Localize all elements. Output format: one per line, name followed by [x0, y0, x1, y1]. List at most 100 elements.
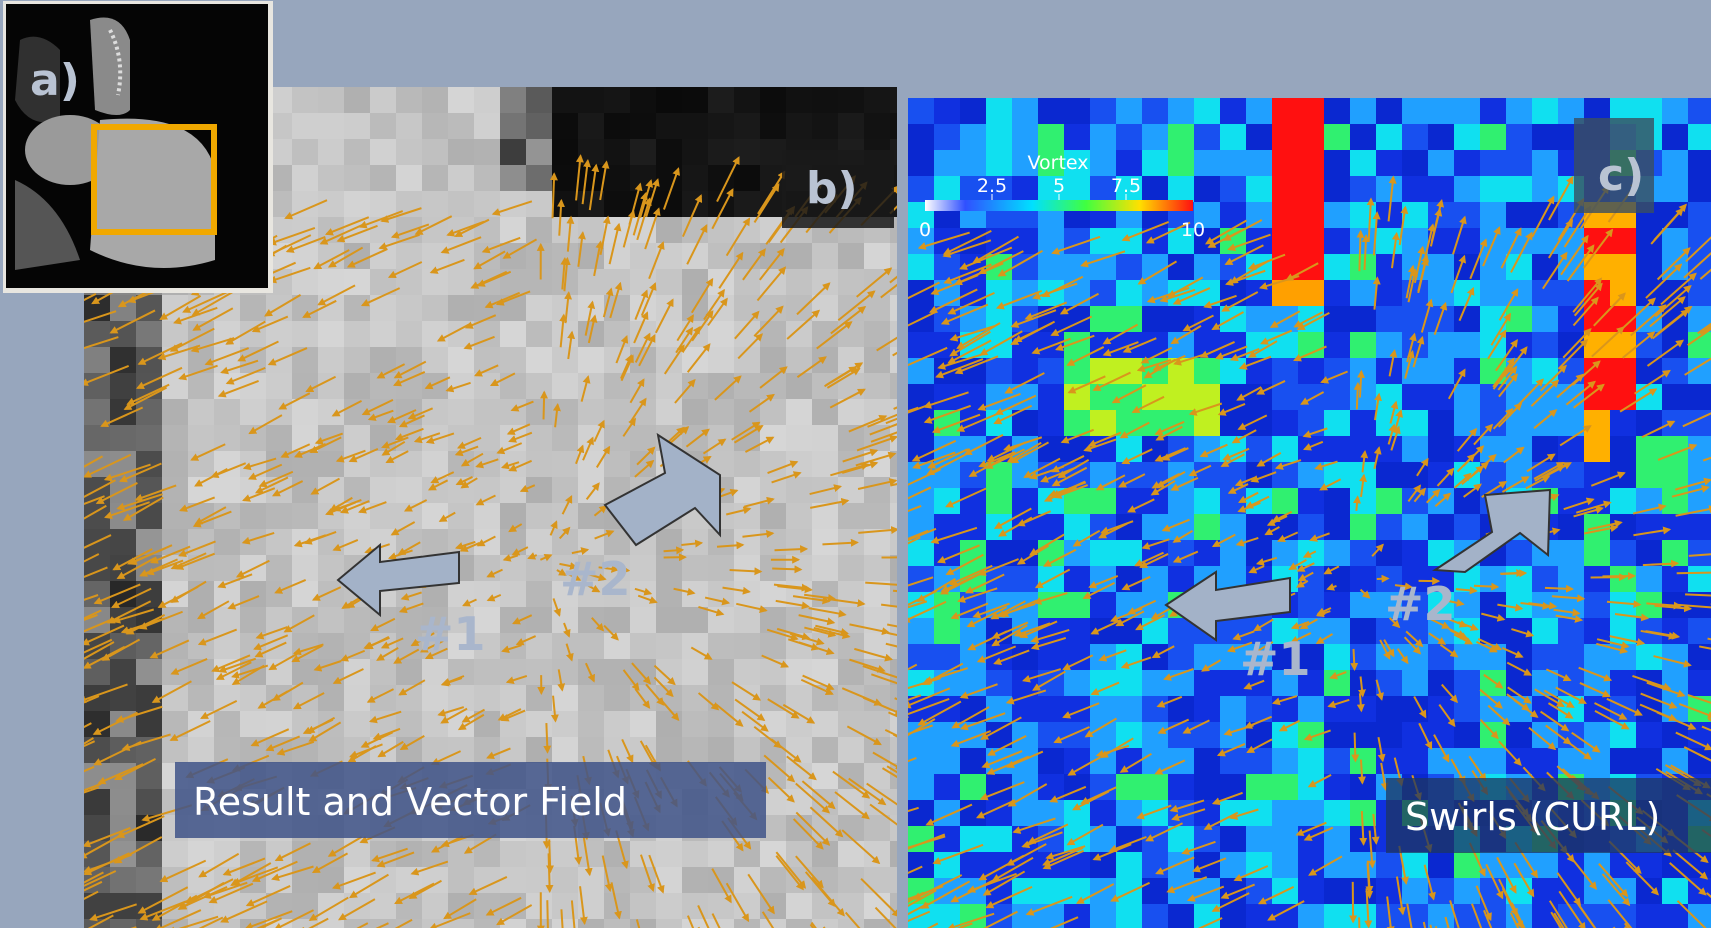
- pixel: [1064, 774, 1091, 801]
- pixel: [552, 425, 579, 452]
- pixel: [1428, 280, 1455, 307]
- pixel: [812, 841, 839, 868]
- pixel: [1454, 98, 1481, 125]
- pixel: [396, 477, 423, 504]
- pixel: [422, 295, 449, 322]
- pixel: [422, 685, 449, 712]
- pixel: [448, 425, 475, 452]
- pixel: [1298, 358, 1325, 385]
- pixel: [448, 399, 475, 426]
- pixel: [838, 269, 865, 296]
- pixel: [344, 425, 371, 452]
- pixel: [188, 425, 215, 452]
- pixel: [578, 841, 605, 868]
- pixel: [370, 893, 397, 920]
- pixel: [344, 321, 371, 348]
- pixel: [1116, 280, 1143, 307]
- pixel: [682, 373, 709, 400]
- pixel: [1298, 280, 1325, 307]
- pixel: [1376, 696, 1403, 723]
- pixel: [1454, 852, 1481, 879]
- pixel: [552, 841, 579, 868]
- pixel: [1506, 722, 1533, 749]
- pixel: [162, 477, 189, 504]
- pixel: [552, 165, 579, 192]
- region-label: #1: [1240, 632, 1311, 686]
- pixel: [1038, 696, 1065, 723]
- pixel: [1350, 670, 1377, 697]
- pixel: [1246, 514, 1273, 541]
- pixel: [422, 529, 449, 556]
- pixel: [1506, 462, 1533, 489]
- vector-arrow: [775, 549, 807, 550]
- pixel: [266, 685, 293, 712]
- pixel: [422, 503, 449, 530]
- vector-arrow: [772, 568, 801, 569]
- pixel: [1558, 358, 1585, 385]
- pixel: [960, 800, 987, 827]
- pixel: [1012, 904, 1039, 928]
- colorbar-end-label: 0: [919, 219, 931, 241]
- pixel: [370, 867, 397, 894]
- pixel: [292, 165, 319, 192]
- pixel: [500, 841, 527, 868]
- pixel: [1558, 228, 1585, 255]
- pixel: [786, 607, 813, 634]
- pixel: [656, 529, 683, 556]
- pixel: [1168, 306, 1195, 333]
- pixel: [344, 711, 371, 738]
- pixel: [188, 685, 215, 712]
- pixel: [908, 618, 935, 645]
- pixel: [526, 139, 553, 166]
- pixel: [734, 529, 761, 556]
- pixel: [1662, 124, 1689, 151]
- pixel: [734, 399, 761, 426]
- pixel: [1116, 358, 1143, 385]
- pixel: [960, 774, 987, 801]
- pixel: [708, 347, 735, 374]
- pixel: [1480, 150, 1507, 177]
- pixel: [812, 295, 839, 322]
- pixel: [734, 659, 761, 686]
- pixel: [682, 399, 709, 426]
- colorbar-tick-label: 7.5: [1111, 175, 1141, 197]
- pixel: [682, 711, 709, 738]
- pixel: [630, 165, 657, 192]
- pixel: [1610, 566, 1637, 593]
- pixel: [656, 399, 683, 426]
- pixel: [552, 867, 579, 894]
- pixel: [1428, 306, 1455, 333]
- pixel: [344, 373, 371, 400]
- pixel: [1532, 124, 1559, 151]
- pixel: [812, 711, 839, 738]
- pixel: [1506, 306, 1533, 333]
- pixel: [1610, 696, 1637, 723]
- pixel: [1428, 124, 1455, 151]
- pixel: [986, 150, 1013, 177]
- pixel: [318, 737, 345, 764]
- pixel: [1298, 306, 1325, 333]
- pixel: [1298, 488, 1325, 515]
- pixel: [578, 139, 605, 166]
- pixel: [1090, 644, 1117, 671]
- pixel: [934, 150, 961, 177]
- pixel: [1142, 228, 1169, 255]
- pixel: [1168, 98, 1195, 125]
- pixel: [734, 555, 761, 582]
- pixel: [734, 191, 761, 218]
- pixel: [1116, 462, 1143, 489]
- pixel: [864, 295, 891, 322]
- colorbar-title: Vortex: [1027, 152, 1088, 174]
- pixel: [812, 581, 839, 608]
- pixel: [578, 373, 605, 400]
- pixel: [1428, 722, 1455, 749]
- pixel: [214, 477, 241, 504]
- pixel: [1532, 306, 1559, 333]
- pixel: [1454, 878, 1481, 905]
- pixel: [1298, 124, 1325, 151]
- pixel: [1662, 150, 1689, 177]
- pixel: [214, 685, 241, 712]
- pixel: [1480, 306, 1507, 333]
- pixel: [1402, 150, 1429, 177]
- pixel: [734, 893, 761, 920]
